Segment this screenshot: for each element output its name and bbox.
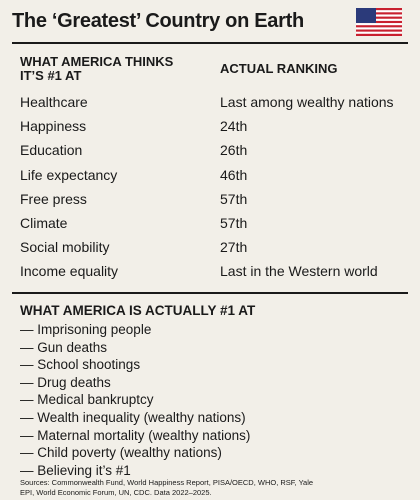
column-header: ACTUAL RANKING xyxy=(220,61,338,76)
row-ranking: 27th xyxy=(220,239,248,256)
list-item: — Imprisoning people xyxy=(20,322,152,337)
row-ranking: Last in the Western world xyxy=(220,263,378,280)
row-ranking: Last among wealthy nations xyxy=(220,94,394,110)
row-ranking: 57th xyxy=(220,190,248,207)
list-item: — Maternal mortality (wealthy nations) xyxy=(20,427,251,443)
list-item: — School shootings xyxy=(20,357,141,373)
row-ranking: 24th xyxy=(220,118,248,135)
row-ranking: 57th xyxy=(220,215,248,231)
list-item: — Gun deaths xyxy=(20,339,108,355)
row-label: Climate xyxy=(20,215,68,231)
flag-icon xyxy=(356,8,402,36)
row-label: Healthcare xyxy=(20,94,88,110)
divider xyxy=(12,42,408,44)
row-label: Life expectancy xyxy=(20,166,118,183)
title: The ‘Greatest’ Country on Earth xyxy=(12,10,304,32)
list-item: — Wealth inequality (wealthy nations) xyxy=(20,410,246,425)
list-item: — Drug deaths xyxy=(20,374,111,390)
list-item: — Child poverty (wealthy nations) xyxy=(20,445,222,461)
row-ranking: 26th xyxy=(220,142,248,159)
list-item: — Medical bankruptcy xyxy=(20,392,154,408)
row-label: Social mobility xyxy=(20,239,110,256)
sources: Sources: Commonwealth Fund, World Happin… xyxy=(20,478,314,497)
list-title: WHAT AMERICA IS ACTUALLY #1 AT xyxy=(20,303,256,318)
column-header: WHAT AMERICA THINKS IT’S #1 AT xyxy=(20,54,174,83)
row-label: Income equality xyxy=(20,263,119,280)
row-label: Education xyxy=(20,142,83,159)
row-ranking: 46th xyxy=(220,166,248,183)
divider xyxy=(12,292,408,294)
list-item: — Believing it’s #1 xyxy=(20,462,131,478)
row-label: Free press xyxy=(20,190,87,207)
row-label: Happiness xyxy=(20,118,87,135)
